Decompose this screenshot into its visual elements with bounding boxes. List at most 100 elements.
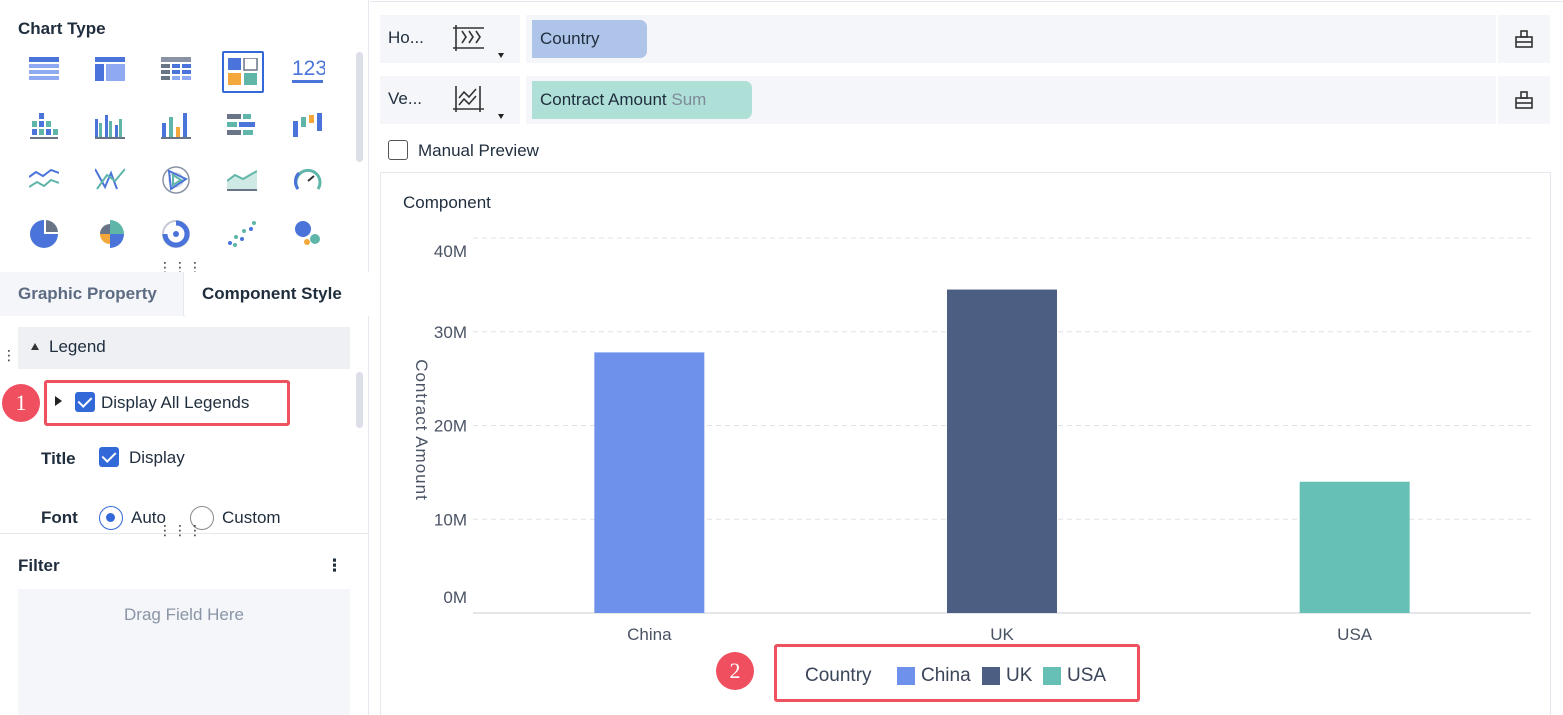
- bubble-icon[interactable]: [286, 212, 330, 256]
- drag-field-hint: Drag Field Here: [124, 605, 244, 624]
- style-scrollbar[interactable]: [356, 372, 363, 428]
- scatter-icon[interactable]: [220, 212, 264, 256]
- waterfall-icon[interactable]: [286, 104, 330, 148]
- manual-preview-row: Manual Preview: [388, 140, 539, 161]
- left-panel: Chart Type 123: [0, 0, 369, 715]
- resize-handle-bottom[interactable]: ⋮⋮⋮: [158, 522, 203, 538]
- kpi-icon[interactable]: 123: [286, 48, 330, 92]
- bar-chart-icon[interactable]: [154, 104, 198, 148]
- font-auto-label: Auto: [131, 508, 166, 527]
- chart-title: Component: [403, 193, 491, 212]
- manual-preview-label: Manual Preview: [418, 141, 539, 160]
- vertical-axis-label-area: Ve...: [380, 76, 520, 124]
- aggregation-label: Sum: [671, 90, 707, 109]
- contract-amount-field-pill[interactable]: Contract Amount Sum: [532, 81, 752, 119]
- sort-icon: [1515, 91, 1533, 109]
- area-chart-icon[interactable]: [220, 158, 264, 202]
- font-auto-radio[interactable]: [99, 506, 123, 530]
- filter-more-icon[interactable]: ⋮: [326, 556, 343, 575]
- display-all-legends-label: Display All Legends: [101, 393, 250, 412]
- side-handle[interactable]: ⋮: [2, 347, 17, 363]
- donut-icon[interactable]: [154, 212, 198, 256]
- manual-preview-checkbox[interactable]: [388, 140, 408, 160]
- vertical-axis-type-icon[interactable]: [452, 84, 486, 121]
- property-tabs: Graphic Property Component Style: [0, 272, 369, 316]
- legend-item-uk[interactable]: UK: [1006, 665, 1033, 686]
- vertical-axis-shelf: Ve... Contract Amount Sum: [380, 76, 1550, 124]
- country-field-pill[interactable]: Country: [532, 20, 647, 58]
- legend-section-header[interactable]: Legend: [18, 327, 350, 369]
- legend-swatch-usa[interactable]: [1043, 667, 1061, 685]
- sort-icon: [1515, 30, 1533, 48]
- bar-china[interactable]: [594, 352, 705, 613]
- x-tick-label: USA: [1337, 625, 1373, 643]
- legend-swatch-china[interactable]: [897, 667, 915, 685]
- bar-chart: 0M 10M 20M 30M 40M China UK USA Contract Amount: [412, 237, 1531, 643]
- stacked-bar-icon[interactable]: [88, 104, 132, 148]
- chart-type-title: Chart Type: [18, 19, 106, 38]
- vertical-axis-label: Ve...: [388, 89, 423, 108]
- vertical-field-area[interactable]: Contract Amount Sum: [526, 76, 1496, 124]
- bar-usa[interactable]: [1299, 481, 1410, 613]
- horizontal-axis-label-area: Ho...: [380, 15, 520, 63]
- font-custom-radio[interactable]: [190, 506, 214, 530]
- y-tick-label: 10M: [434, 510, 467, 529]
- annotation-badge-2: 2: [716, 652, 754, 690]
- expand-triangle-icon[interactable]: [55, 396, 62, 406]
- horizontal-axis-type-icon[interactable]: [452, 23, 486, 60]
- horizontal-axis-caret-icon[interactable]: [498, 53, 504, 58]
- parallel-line-icon[interactable]: [88, 158, 132, 202]
- collapse-triangle-icon: [31, 343, 39, 350]
- y-tick-label: 40M: [434, 242, 467, 261]
- radar-icon[interactable]: [154, 158, 198, 202]
- font-label: Font: [41, 508, 78, 527]
- filter-title: Filter: [18, 556, 60, 575]
- custom-chart-icon[interactable]: [222, 51, 264, 93]
- grouped-bar-icon[interactable]: [22, 104, 66, 148]
- cross-table-icon[interactable]: [154, 48, 198, 92]
- pie-icon[interactable]: [22, 212, 66, 256]
- y-tick-label: 0M: [443, 588, 467, 607]
- rose-pie-icon[interactable]: [88, 212, 132, 256]
- chart-legend: Country China UK USA: [774, 644, 1140, 702]
- line-chart-icon[interactable]: [22, 158, 66, 202]
- vertical-axis-caret-icon[interactable]: [498, 114, 504, 119]
- horizontal-sort-button[interactable]: [1498, 15, 1550, 63]
- y-axis-title: Contract Amount: [412, 359, 431, 501]
- display-all-legends-checkbox[interactable]: [75, 392, 95, 412]
- tab-component-style[interactable]: Component Style: [185, 272, 369, 316]
- vertical-sort-button[interactable]: [1498, 76, 1550, 124]
- horizontal-axis-label: Ho...: [388, 28, 424, 47]
- legend-section-label: Legend: [49, 337, 106, 356]
- y-tick-label: 20M: [434, 417, 467, 436]
- tab-graphic-property[interactable]: Graphic Property: [0, 272, 184, 316]
- filter-drop-area[interactable]: Drag Field Here: [18, 589, 350, 715]
- title-display-label: Display: [129, 448, 185, 467]
- chart-component[interactable]: Component 0M 10M 20M 30M 40M China UK USA Contra…: [380, 172, 1551, 715]
- legend-swatch-uk[interactable]: [982, 667, 1000, 685]
- title-display-checkbox[interactable]: [99, 447, 119, 467]
- legend-title: Country: [805, 665, 872, 686]
- resize-handle-top[interactable]: ⋮⋮⋮: [158, 259, 203, 275]
- display-all-legends-row: Display All Legends: [44, 380, 290, 426]
- group-table-icon[interactable]: [88, 48, 132, 92]
- main-area: Ho... Country Ve...: [370, 0, 1563, 715]
- title-label: Title: [41, 449, 76, 468]
- horizontal-axis-shelf: Ho... Country: [380, 15, 1550, 63]
- legend-item-usa[interactable]: USA: [1067, 665, 1107, 686]
- annotation-badge-1: 1: [2, 384, 40, 422]
- svg-text:123: 123: [292, 57, 325, 80]
- chart-type-scrollbar[interactable]: [356, 52, 363, 162]
- top-rule: [370, 1, 1563, 2]
- bar-uk[interactable]: [947, 289, 1057, 613]
- x-tick-label: UK: [990, 625, 1014, 643]
- table-icon[interactable]: [22, 48, 66, 92]
- font-custom-label: Custom: [222, 508, 281, 527]
- horizontal-bar-icon[interactable]: [220, 104, 264, 148]
- legend-item-china[interactable]: China: [921, 665, 971, 686]
- gauge-icon[interactable]: [286, 158, 330, 202]
- x-tick-label: China: [627, 625, 672, 643]
- y-tick-label: 30M: [434, 323, 467, 342]
- horizontal-field-area[interactable]: Country: [526, 15, 1496, 63]
